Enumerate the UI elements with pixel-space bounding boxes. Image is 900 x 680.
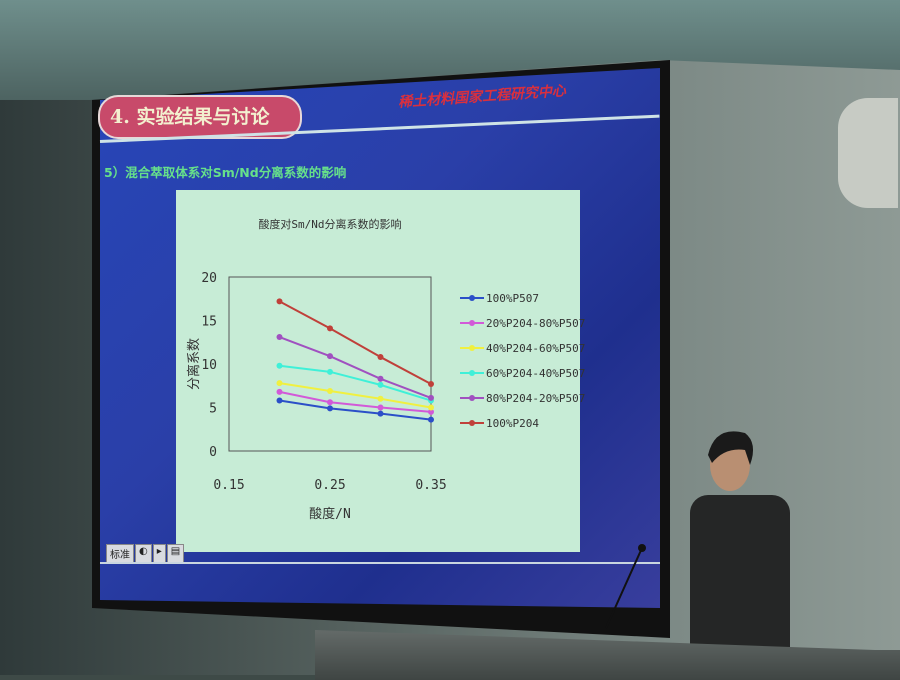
toolbar-button[interactable]: ◐ <box>135 544 152 563</box>
data-point <box>428 404 434 411</box>
legend-marker <box>469 395 475 401</box>
series-path <box>279 399 432 421</box>
data-point <box>276 334 283 341</box>
x-axis-label: 酸度/N <box>309 506 351 522</box>
data-point <box>276 362 283 369</box>
x-tick-label: 0.25 <box>314 478 345 493</box>
legend-label: 20%P204-80%P507 <box>486 317 585 330</box>
series-line <box>276 362 434 404</box>
series-path <box>279 364 432 402</box>
series-line <box>276 298 434 388</box>
data-point <box>327 405 333 412</box>
data-point <box>377 410 384 417</box>
plot-area <box>228 276 432 452</box>
data-point <box>377 381 384 388</box>
data-point <box>327 387 333 394</box>
x-tick-label: 0.15 <box>213 478 244 493</box>
data-point <box>327 353 333 360</box>
legend-marker <box>469 370 475 376</box>
data-point <box>428 416 434 423</box>
data-point <box>276 397 283 404</box>
wall-speaker <box>838 98 898 208</box>
series-path <box>279 300 432 385</box>
y-axis-label: 分离系数 <box>186 338 202 390</box>
series-path <box>279 336 432 399</box>
data-point <box>276 380 283 387</box>
series-line <box>276 334 434 401</box>
bottom-divider <box>100 562 660 564</box>
legend-label: 60%P204-40%P507 <box>486 367 585 380</box>
series-path <box>279 382 432 409</box>
data-point <box>327 399 333 406</box>
data-point <box>428 408 434 415</box>
legend-marker <box>469 295 475 301</box>
y-tick-label: 5 <box>209 402 217 417</box>
section-title: 4. 实验结果与讨论 <box>110 106 270 128</box>
legend-marker <box>469 420 475 426</box>
series-line <box>276 380 434 411</box>
data-point <box>428 394 434 401</box>
series-line <box>276 397 434 423</box>
y-tick-label: 20 <box>201 271 217 286</box>
toolbar-button[interactable]: ▤ <box>166 544 185 563</box>
legend-label: 100%P507 <box>486 292 539 305</box>
toolbar-button[interactable]: 标准 <box>106 544 134 563</box>
data-point <box>276 298 283 305</box>
data-point <box>377 375 384 382</box>
data-point <box>327 368 333 375</box>
legend-marker <box>469 345 475 351</box>
y-tick-label: 0 <box>209 445 217 460</box>
data-point <box>428 381 434 388</box>
toolbar-button[interactable]: ▸ <box>152 544 166 563</box>
presenter <box>690 431 790 675</box>
legend-label: 100%P204 <box>486 417 539 430</box>
legend-label: 80%P204-20%P507 <box>486 392 585 405</box>
chart-title: 酸度对Sm/Nd分离系数的影响 <box>258 217 401 231</box>
legend-label: 40%P204-60%P507 <box>486 342 585 355</box>
chart-panel <box>176 190 580 552</box>
legend-marker <box>469 320 475 326</box>
slide-subtitle: 5）混合萃取体系对Sm/Nd分离系数的影响 <box>104 165 347 180</box>
data-point <box>377 404 384 411</box>
data-point <box>276 388 283 395</box>
slideshow-toolbar: 标准 ◐ ▸ ▤ <box>106 544 185 563</box>
data-point <box>377 395 384 402</box>
data-point <box>327 325 333 332</box>
x-tick-label: 0.35 <box>415 478 446 493</box>
series-line <box>276 388 434 415</box>
data-point <box>377 354 384 361</box>
y-tick-label: 15 <box>201 315 217 330</box>
y-tick-label: 10 <box>201 358 217 373</box>
series-path <box>279 390 432 413</box>
